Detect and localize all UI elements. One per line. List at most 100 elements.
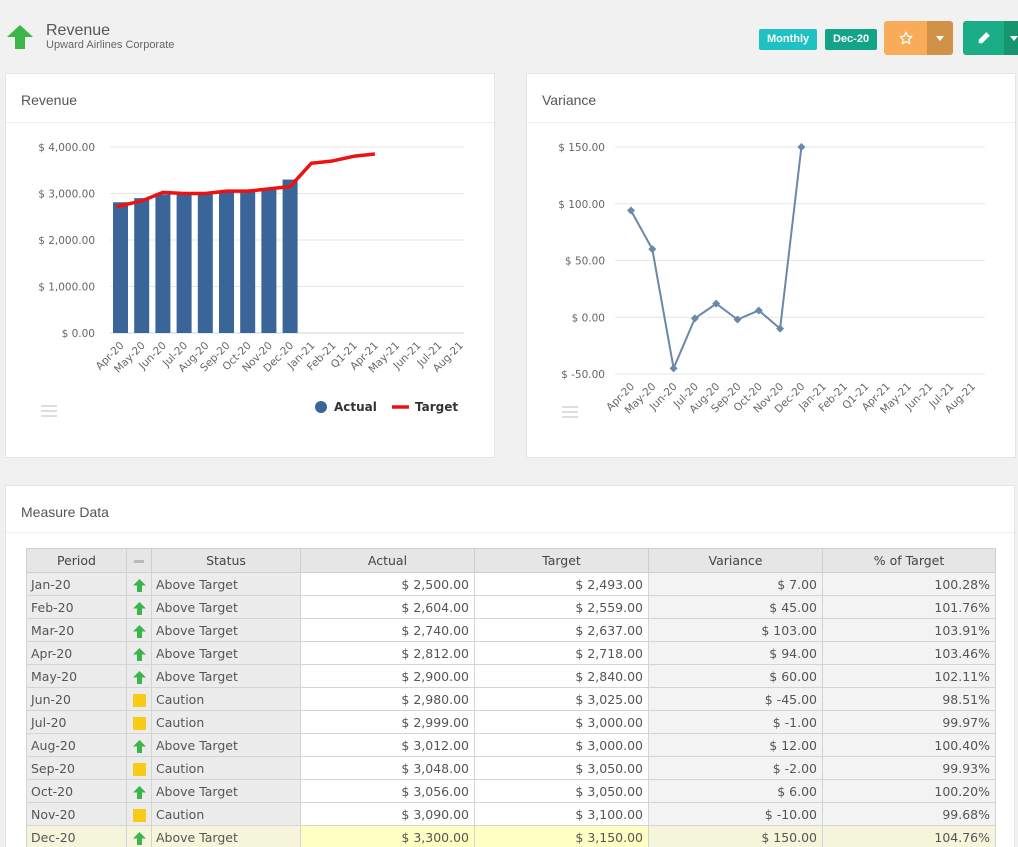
- chart-menu-icon[interactable]: [562, 406, 578, 418]
- bar-actual: [176, 193, 192, 333]
- cell-variance: $ -45.00: [648, 687, 823, 711]
- column-header-status[interactable]: Status: [151, 548, 301, 573]
- caution-square-icon: [132, 762, 146, 776]
- bar-actual: [219, 191, 234, 333]
- variance-point: [690, 314, 699, 323]
- legend-label-target: Target: [415, 400, 458, 414]
- up-arrow-icon: [132, 647, 146, 661]
- favorite-button[interactable]: [884, 21, 928, 55]
- up-arrow-icon: [7, 25, 33, 49]
- column-header-icon[interactable]: [126, 548, 152, 573]
- divider: [6, 532, 1014, 533]
- cell-period: Oct-20: [26, 779, 127, 803]
- cell-target[interactable]: $ 3,000.00: [474, 710, 649, 734]
- frequency-badge[interactable]: Monthly: [759, 29, 818, 50]
- table-row[interactable]: Jun-20 Caution $ 2,980.00 $ 3,025.00 $ -45.0…: [26, 687, 996, 711]
- cell-target[interactable]: $ 2,493.00: [474, 572, 649, 596]
- y-tick-label: $ 0.00: [572, 312, 605, 324]
- up-arrow-icon: [132, 739, 146, 753]
- cell-status: Caution: [151, 687, 301, 711]
- cell-target[interactable]: $ 3,050.00: [474, 756, 649, 780]
- table-row[interactable]: May-20 Above Target $ 2,900.00 $ 2,840.00 $ …: [26, 664, 996, 688]
- cell-pct-of-target: 98.51%: [822, 687, 996, 711]
- cell-target[interactable]: $ 2,559.00: [474, 595, 649, 619]
- variance-point: [776, 324, 785, 333]
- cell-period: Dec-20: [26, 825, 127, 847]
- cell-status: Above Target: [151, 733, 301, 757]
- table-row[interactable]: Dec-20 Above Target $ 3,300.00 $ 3,150.00 $ …: [26, 825, 996, 847]
- cell-status-icon: [126, 802, 152, 826]
- cell-target[interactable]: $ 2,637.00: [474, 618, 649, 642]
- divider: [527, 122, 1015, 123]
- column-header-actual[interactable]: Actual: [300, 548, 475, 573]
- column-header-target[interactable]: Target: [474, 548, 649, 573]
- cell-pct-of-target: 103.46%: [822, 641, 996, 665]
- table-row[interactable]: Sep-20 Caution $ 3,048.00 $ 3,050.00 $ -2.00…: [26, 756, 996, 780]
- bar-actual: [240, 190, 256, 333]
- revenue-chart[interactable]: $ 0.00 $ 1,000.00 $ 2,000.00 $ 3,000.00 $ 4,…: [6, 74, 496, 459]
- caret-down-icon: [936, 36, 944, 41]
- table-row[interactable]: Jul-20 Caution $ 2,999.00 $ 3,000.00 $ -1.00…: [26, 710, 996, 734]
- cell-actual[interactable]: $ 3,048.00: [300, 756, 475, 780]
- cell-pct-of-target: 99.68%: [822, 802, 996, 826]
- cell-status-icon: [126, 641, 152, 665]
- cell-target[interactable]: $ 3,025.00: [474, 687, 649, 711]
- period-badge[interactable]: Dec-20: [825, 29, 878, 50]
- table-row[interactable]: Nov-20 Caution $ 3,090.00 $ 3,100.00 $ -10.0…: [26, 802, 996, 826]
- cell-actual[interactable]: $ 2,999.00: [300, 710, 475, 734]
- cell-target[interactable]: $ 3,000.00: [474, 733, 649, 757]
- cell-status: Above Target: [151, 572, 301, 596]
- chart-menu-icon[interactable]: [41, 405, 57, 417]
- bar-actual: [197, 192, 213, 333]
- y-tick-label: $ 2,000.00: [38, 235, 95, 247]
- cell-target[interactable]: $ 3,100.00: [474, 802, 649, 826]
- cell-target[interactable]: $ 2,840.00: [474, 664, 649, 688]
- cell-status-icon: [126, 733, 152, 757]
- cell-actual[interactable]: $ 3,056.00: [300, 779, 475, 803]
- cell-actual[interactable]: $ 2,604.00: [300, 595, 475, 619]
- cell-actual[interactable]: $ 3,012.00: [300, 733, 475, 757]
- column-header-variance[interactable]: Variance: [648, 548, 823, 573]
- cell-target[interactable]: $ 3,150.00: [474, 825, 649, 847]
- favorite-dropdown-button[interactable]: [927, 21, 953, 55]
- cell-variance: $ 103.00: [648, 618, 823, 642]
- table-row[interactable]: Aug-20 Above Target $ 3,012.00 $ 3,000.00 $ …: [26, 733, 996, 757]
- cell-actual[interactable]: $ 2,500.00: [300, 572, 475, 596]
- table-header-row: Period Status Actual Target Variance % o…: [26, 548, 996, 573]
- variance-chart[interactable]: $ -50.00$ 0.00$ 50.00$ 100.00$ 150.00Apr…: [527, 74, 1017, 459]
- cell-status: Above Target: [151, 618, 301, 642]
- cell-actual[interactable]: $ 2,900.00: [300, 664, 475, 688]
- target-line: [116, 152, 376, 209]
- cell-target[interactable]: $ 3,050.00: [474, 779, 649, 803]
- cell-actual[interactable]: $ 2,812.00: [300, 641, 475, 665]
- table-row[interactable]: Mar-20 Above Target $ 2,740.00 $ 2,637.00 $ …: [26, 618, 996, 642]
- column-header-period[interactable]: Period: [26, 548, 127, 573]
- table-row[interactable]: Feb-20 Above Target $ 2,604.00 $ 2,559.00 $ …: [26, 595, 996, 619]
- cell-status: Above Target: [151, 664, 301, 688]
- y-tick-label: $ -50.00: [561, 369, 605, 381]
- measure-data-table: Period Status Actual Target Variance % o…: [26, 548, 996, 847]
- table-row[interactable]: Oct-20 Above Target $ 3,056.00 $ 3,050.00 $ …: [26, 779, 996, 803]
- legend-label-actual: Actual: [334, 400, 377, 414]
- cell-actual[interactable]: $ 3,090.00: [300, 802, 475, 826]
- edit-button[interactable]: [963, 21, 1005, 55]
- cell-period: Sep-20: [26, 756, 127, 780]
- cell-actual[interactable]: $ 2,740.00: [300, 618, 475, 642]
- cell-target[interactable]: $ 2,718.00: [474, 641, 649, 665]
- variance-point: [712, 299, 721, 308]
- caret-down-icon: [1010, 36, 1018, 41]
- cell-actual[interactable]: $ 3,300.00: [300, 825, 475, 847]
- column-header-pct-of-target[interactable]: % of Target: [822, 548, 996, 573]
- cell-pct-of-target: 102.11%: [822, 664, 996, 688]
- cell-period: Jul-20: [26, 710, 127, 734]
- cell-actual[interactable]: $ 2,980.00: [300, 687, 475, 711]
- cell-period: Apr-20: [26, 641, 127, 665]
- variance-point: [627, 206, 635, 215]
- variance-point: [733, 315, 742, 324]
- table-row[interactable]: Apr-20 Above Target $ 2,812.00 $ 2,718.00 $ …: [26, 641, 996, 665]
- cell-pct-of-target: 100.40%: [822, 733, 996, 757]
- table-row[interactable]: Jan-20 Above Target $ 2,500.00 $ 2,493.00 $ …: [26, 572, 996, 596]
- variance-point: [754, 306, 763, 315]
- edit-dropdown-button[interactable]: [1004, 21, 1018, 55]
- minus-icon: [134, 560, 144, 563]
